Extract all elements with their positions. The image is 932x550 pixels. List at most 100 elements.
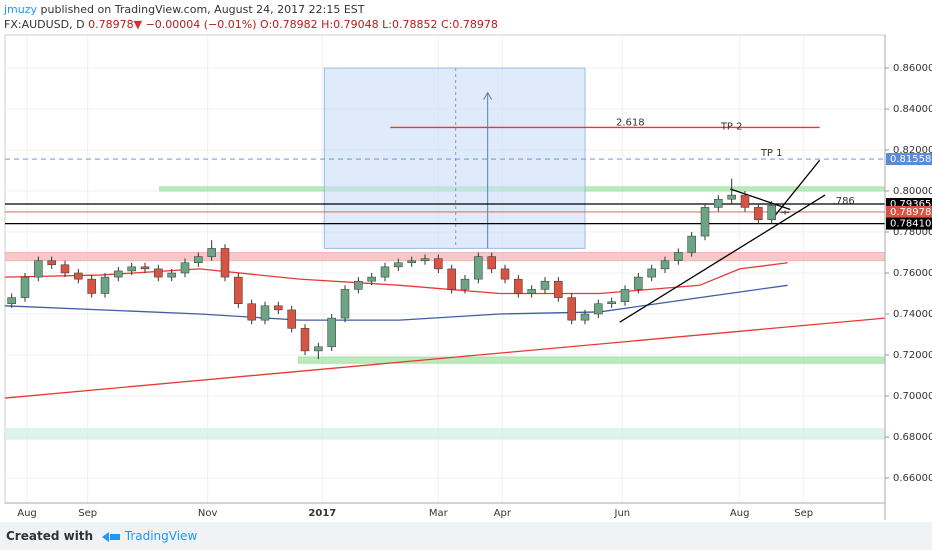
candle-body [140, 266, 150, 270]
candle-body [674, 252, 683, 261]
candle-body [234, 276, 243, 304]
y-tick-label: 0.72000 [893, 350, 932, 361]
candle-body [300, 328, 310, 352]
y-tick-label: 0.76000 [893, 268, 932, 279]
position-box [323, 67, 586, 249]
plot-area: 2.618 TP 2 TP 1 .786 [5, 35, 885, 503]
candle-body [580, 313, 590, 321]
candle-body [394, 262, 403, 268]
y-tick-label: 0.80000 [893, 186, 932, 197]
level-badge [886, 205, 932, 218]
last: 0.78978 [88, 18, 134, 31]
candle-body [607, 301, 616, 304]
candle-body [327, 317, 336, 348]
candle-body [74, 272, 83, 280]
candle-body [767, 205, 776, 220]
candle-body [367, 276, 376, 282]
candle-body [20, 276, 30, 298]
candle-body [287, 309, 296, 329]
candle-body [727, 194, 736, 200]
x-tick-label: 2017 [308, 508, 336, 519]
arrow-head [483, 91, 493, 100]
header-line: jmuzy published on TradingView.com, Augu… [4, 2, 498, 17]
candle-body [274, 305, 283, 311]
moving-average [5, 284, 788, 321]
brand[interactable]: TradingView [124, 529, 198, 543]
candle-body [220, 248, 230, 278]
level-label: 0.78410 [890, 219, 931, 230]
candle-body [594, 303, 603, 315]
header: jmuzy published on TradingView.com, Augu… [4, 2, 498, 32]
candle-body [487, 256, 496, 270]
y-tick-label: 0.66000 [893, 473, 932, 484]
candle-body [780, 211, 790, 214]
x-tick-label: Jun [614, 508, 631, 519]
moving-average [5, 262, 788, 295]
chart: 2.618 TP 2 TP 1 .786 0.66000 0.68000 0.70000 0… [4, 34, 932, 520]
y-tick-label: 0.84000 [893, 104, 932, 115]
zone [5, 428, 885, 440]
candle-body [527, 289, 536, 294]
header-line: FX:AUDUSD, D 0.78978▼ −0.00004 (−0.01%) … [4, 17, 498, 32]
candle-body [474, 256, 483, 280]
candle-body [660, 260, 670, 270]
candle-body [114, 270, 123, 278]
x-tick-label: Apr [494, 508, 512, 519]
candle-body [194, 256, 203, 263]
y-tick-label: 0.82000 [893, 145, 932, 156]
candle-body [460, 278, 470, 290]
candle-body [247, 303, 256, 321]
candle-body [207, 248, 216, 257]
candle-body [714, 198, 723, 208]
published: published on TradingView.com, August 24,… [40, 3, 365, 16]
candle-body [60, 264, 70, 274]
y-tick-label: 0.86000 [893, 63, 932, 74]
x-tick-label: Nov [198, 508, 218, 519]
trendline [730, 188, 791, 211]
candle-body [740, 194, 750, 208]
change: −0.00004 (−0.01%) [145, 18, 257, 31]
author[interactable]: jmuzy [4, 3, 38, 16]
candle-body [514, 278, 523, 294]
x-tick-label: Aug [17, 508, 37, 519]
candle-body [434, 258, 443, 270]
candle-body [634, 276, 643, 290]
candle-body [340, 289, 350, 319]
trendline [619, 194, 826, 323]
annotation: TP 1 [760, 148, 783, 159]
logo [101, 531, 120, 542]
y-tick-label: 0.78000 [893, 227, 932, 238]
candle-body [647, 268, 656, 278]
y-tick-label: 0.70000 [893, 391, 932, 402]
annotation: .786 [833, 196, 855, 207]
candle-body [500, 268, 510, 280]
zone [297, 356, 885, 364]
candle-body [620, 289, 630, 302]
created-with: Created with [6, 529, 94, 543]
symbol: FX:AUDUSD, D [4, 18, 85, 31]
candle-body [700, 207, 710, 237]
x-tick-label: Mar [429, 508, 449, 519]
candle-body [100, 276, 110, 294]
candle-body [754, 207, 763, 220]
candle-body [687, 235, 696, 253]
annotation: TP 2 [720, 121, 743, 132]
level-badge [886, 153, 932, 166]
candle-body [47, 260, 56, 266]
y-tick-label: 0.74000 [893, 309, 932, 320]
arrow: ▼ [133, 18, 143, 31]
candle-body [554, 280, 563, 298]
candle-body [154, 268, 163, 278]
level-label: 0.79365 [890, 199, 931, 210]
x-tick-label: Sep [794, 508, 813, 519]
candle-body [354, 280, 363, 290]
candle-body [407, 260, 416, 263]
ohlc: O:0.78982 H:0.79048 L:0.78852 C:0.78978 [260, 18, 498, 31]
candle-body [567, 297, 576, 321]
trendline [5, 317, 885, 399]
level-badge [886, 217, 932, 230]
zone [5, 251, 885, 262]
level-label: 0.78978 [890, 207, 931, 218]
candle-body [314, 346, 323, 352]
